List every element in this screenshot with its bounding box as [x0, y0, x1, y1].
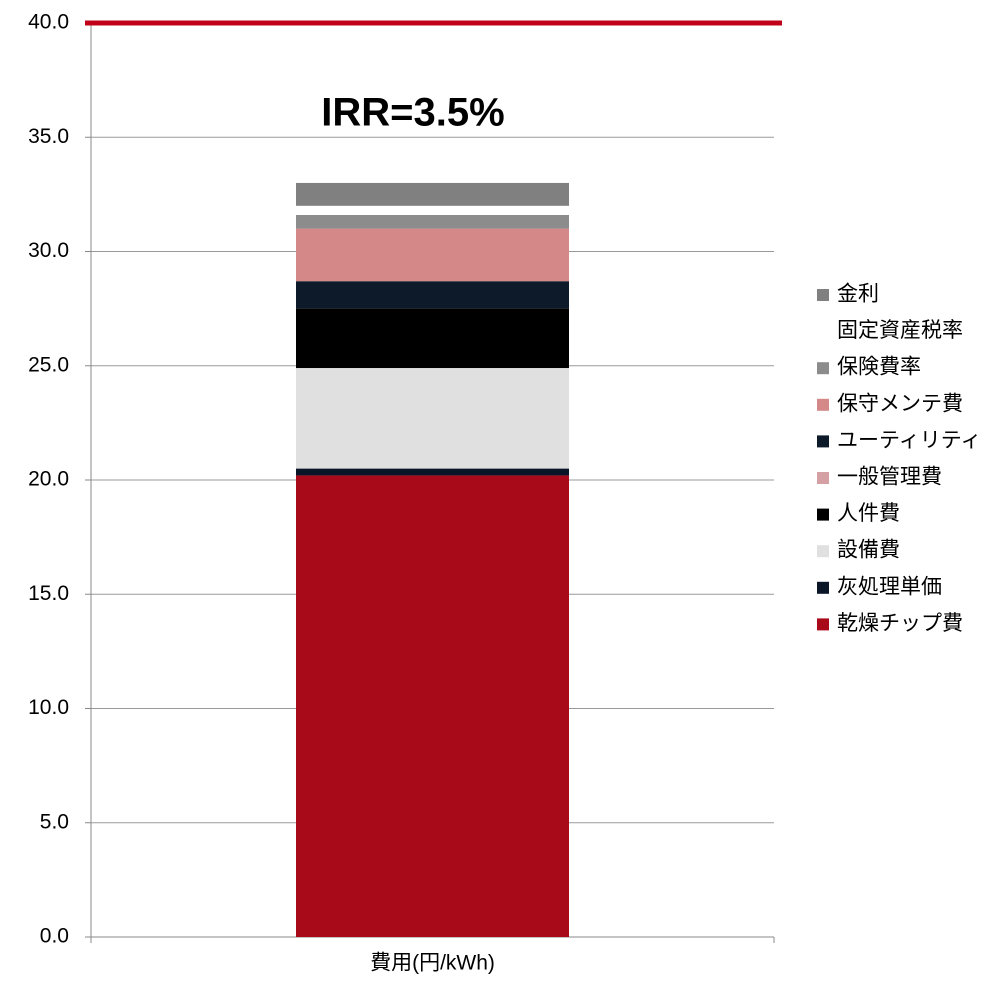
bar-segment: [296, 182, 569, 206]
legend-label: 金利: [837, 283, 879, 306]
legend-marker: [817, 289, 829, 301]
legend-label: 一般管理費: [837, 466, 942, 489]
y-tick-label: 0.0: [40, 925, 69, 948]
y-tick-label: 20.0: [28, 468, 69, 491]
y-tick-label: 25.0: [28, 353, 69, 376]
legend-label: 乾燥チップ費: [837, 612, 963, 635]
y-tick-label: 5.0: [40, 810, 69, 833]
annotation: IRR=3.5%: [321, 91, 504, 135]
legend-marker: [817, 545, 829, 558]
y-tick-label: 35.0: [28, 125, 69, 148]
legend-marker: [817, 472, 829, 484]
legend-label: 保守メンテ費: [837, 392, 963, 415]
legend-marker: [817, 618, 829, 631]
legend-label: 設備費: [837, 539, 900, 562]
bar-segment: [296, 205, 569, 215]
legend-label: 固定資産税率: [837, 319, 963, 342]
y-tick-label: 10.0: [28, 696, 69, 719]
bar-segment: [296, 368, 569, 469]
x-tick-label: 費用(円/kWh): [370, 952, 495, 975]
bar-segment: [296, 281, 569, 309]
bar-segment: [296, 475, 569, 937]
legend-marker: [817, 508, 829, 521]
legend-label: 灰処理単価: [837, 575, 942, 598]
legend-label: 人件費: [837, 502, 900, 525]
bar-segment: [296, 214, 569, 229]
legend-marker: [817, 325, 829, 338]
y-tick-label: 40.0: [28, 11, 69, 34]
legend-marker: [817, 581, 829, 594]
bar-segment: [296, 468, 569, 476]
y-tick-label: 15.0: [28, 582, 69, 605]
bar-segment: [296, 308, 569, 369]
legend-label: 保険費率: [837, 356, 921, 379]
bar-segment: [296, 228, 569, 282]
legend-label: ユーティリティ: [837, 429, 981, 452]
legend-marker: [817, 398, 829, 411]
y-tick-label: 30.0: [28, 239, 69, 262]
legend-marker: [817, 435, 829, 448]
legend-marker: [817, 362, 829, 375]
